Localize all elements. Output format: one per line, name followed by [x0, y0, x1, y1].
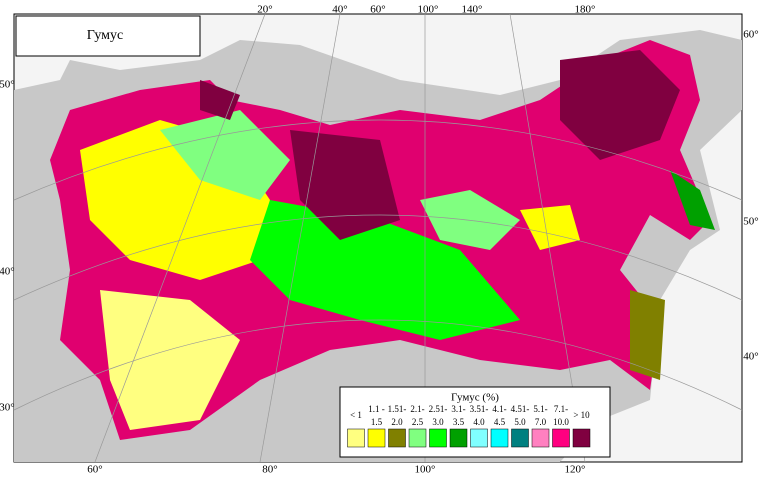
soil-patch — [160, 110, 290, 200]
legend-label: 4.5 — [494, 417, 506, 427]
graticule-label: 40° — [743, 351, 758, 363]
legend-label: > 10 — [573, 410, 590, 420]
legend-label: 3.51- — [470, 404, 489, 414]
soil-patch — [100, 290, 240, 430]
graticule-label: 80° — [262, 464, 277, 476]
legend-label: 7.1- — [554, 404, 568, 414]
legend-label: 3.1- — [451, 404, 465, 414]
legend-label: 5.1- — [533, 404, 547, 414]
graticule-label: 30° — [0, 402, 15, 414]
legend-label: 2.5 — [412, 417, 424, 427]
graticule-label: 60° — [743, 29, 758, 41]
soil-patch — [670, 170, 715, 230]
legend-swatch — [490, 428, 509, 448]
legend-swatch — [470, 428, 488, 448]
legend-label: 10.0 — [553, 417, 569, 427]
legend-swatch — [572, 428, 591, 448]
graticule-label: 60° — [87, 464, 102, 476]
legend: Гумус (%) < 1 1.1 - 1.5 1.51- 2.0 2.1- 2.5 2.51… — [339, 386, 611, 458]
graticule-label: 120° — [565, 464, 586, 476]
legend-label: < 1 — [350, 410, 362, 420]
graticule — [13, 13, 743, 463]
legend-label: 1.1 - — [368, 404, 385, 414]
graticule-label: 100° — [415, 464, 436, 476]
legend-swatch — [388, 428, 406, 448]
legend-swatch — [429, 428, 447, 448]
graticule-label: 140° — [462, 4, 483, 16]
soil-patch — [200, 80, 240, 120]
title-box — [15, 15, 201, 57]
graticule-label: 60° — [370, 4, 385, 16]
graticule-label: 40° — [0, 266, 15, 278]
title: Гумус — [87, 28, 123, 43]
soil-patch — [250, 200, 520, 340]
legend-label: 3.0 — [432, 417, 444, 427]
graticule-label: 40° — [332, 4, 347, 16]
legend-label: 4.1- — [492, 404, 506, 414]
soil-patch — [630, 290, 665, 380]
legend-label: 1.51- — [388, 404, 407, 414]
soil-patch — [520, 205, 580, 250]
legend-swatch — [408, 428, 427, 448]
graticule-label: 20° — [257, 4, 272, 16]
legend-label: 4.0 — [473, 417, 485, 427]
legend-label: 1.5 — [371, 417, 383, 427]
legend-label: 2.51- — [429, 404, 448, 414]
legend-label: 4.51- — [511, 404, 530, 414]
graticule-label: 180° — [575, 4, 596, 16]
graticule-labels: 20° 40° 60° 100° 140° 180° 60° 80° 100° 120° 50° 40… — [0, 4, 759, 476]
legend-title: Гумус (%) — [451, 392, 499, 404]
legend-swatch — [531, 428, 550, 448]
graticule-label: 50° — [0, 79, 15, 91]
legend-label: 3.5 — [453, 417, 465, 427]
legend-swatch — [347, 428, 365, 448]
legend-label: 2.0 — [391, 417, 403, 427]
legend-swatch — [367, 428, 386, 448]
legend-label: 7.0 — [535, 417, 547, 427]
legend-swatch — [552, 428, 570, 448]
legend-swatch — [511, 428, 529, 448]
graticule-label: 50° — [743, 216, 758, 228]
legend-swatch — [449, 428, 468, 448]
legend-label: 5.0 — [514, 417, 526, 427]
soil-patch — [290, 130, 400, 240]
legend-label: 2.1- — [410, 404, 424, 414]
soil-patch — [560, 50, 680, 160]
graticule-label: 100° — [418, 4, 439, 16]
